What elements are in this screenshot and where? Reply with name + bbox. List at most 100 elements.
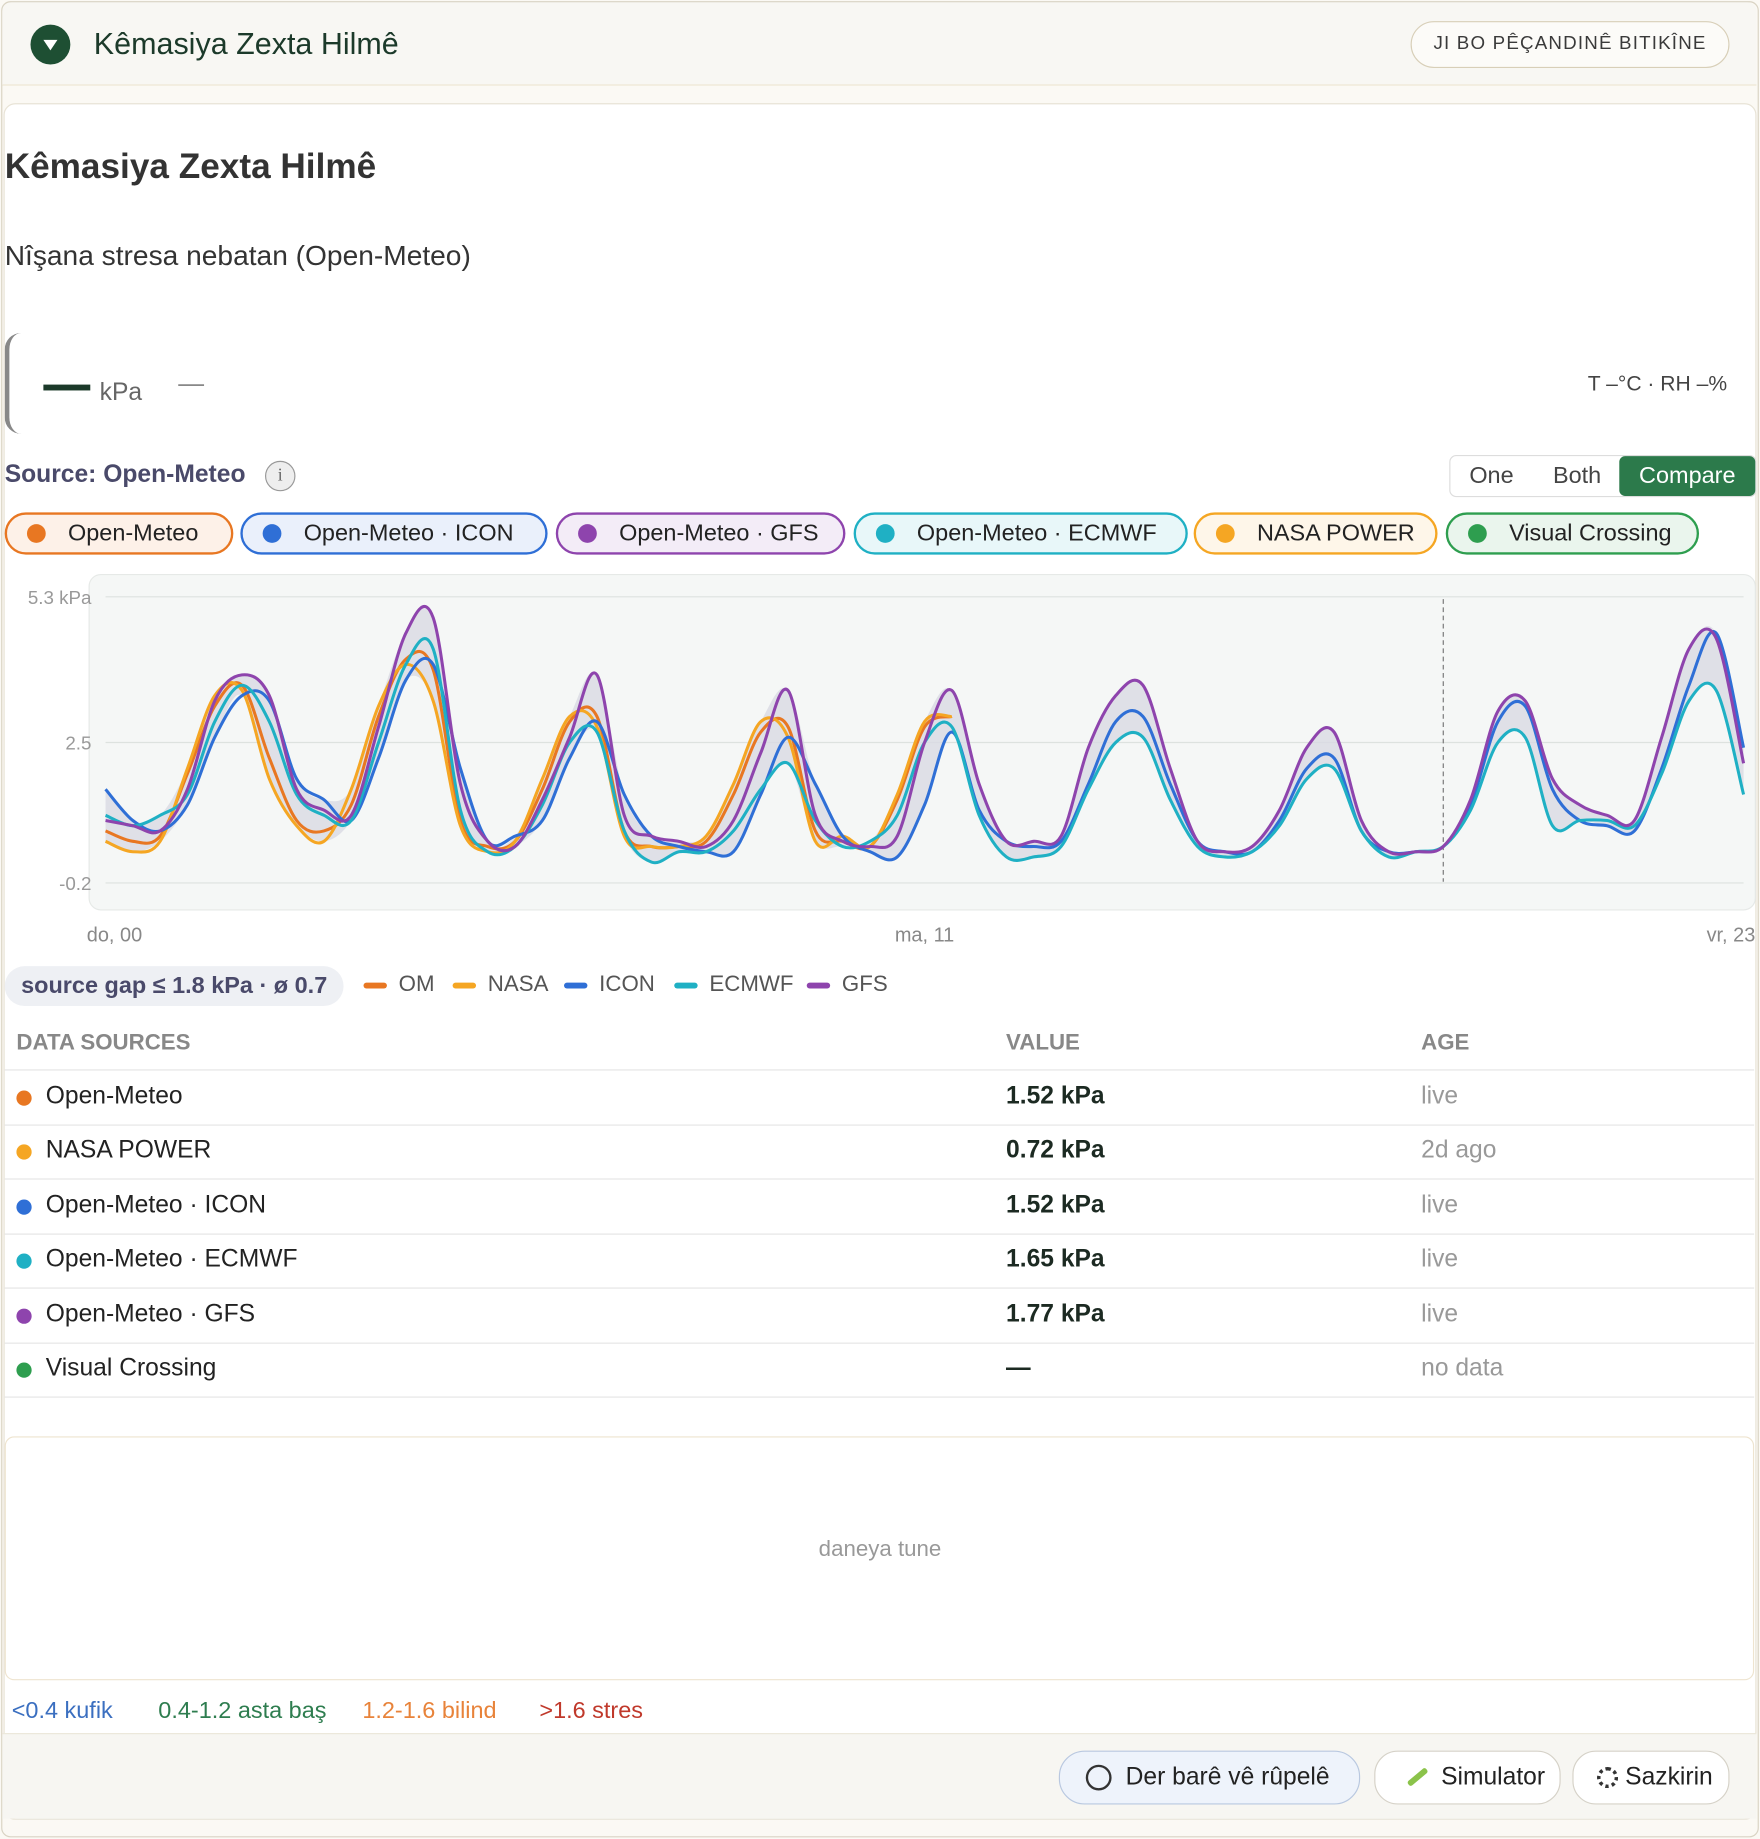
x-tick-label: do, 00 (87, 925, 142, 947)
legend-swatch (563, 982, 588, 989)
source-chip[interactable]: Open-Meteo · GFS (555, 512, 846, 555)
row-value: 1.77 kPa (1006, 1299, 1105, 1327)
mode-option[interactable]: Compare (1619, 456, 1756, 496)
mode-toggle: One Both Compare (1449, 454, 1757, 498)
source-chip[interactable]: Visual Crossing (1445, 512, 1700, 555)
x-tick-label: ma, 11 (895, 925, 954, 947)
source-chip[interactable]: Open-Meteo · ECMWF (853, 512, 1188, 555)
chip-dot (26, 524, 46, 543)
row-name: Open-Meteo · GFS (45, 1299, 256, 1327)
row-age: live (1421, 1191, 1459, 1219)
row-value: 1.52 kPa (1006, 1082, 1105, 1110)
footer-button-label: Simulator (1441, 1763, 1546, 1791)
row-age: 2d ago (1421, 1136, 1497, 1164)
row-dot (16, 1362, 32, 1378)
row-name: Open-Meteo (45, 1082, 183, 1110)
row-dot (16, 1308, 32, 1324)
row-value: — (1006, 1354, 1031, 1382)
table-header: DATA SOURCES (16, 1030, 191, 1056)
legend-label: NASA (487, 972, 549, 997)
chip-label: Open-Meteo · GFS (619, 520, 819, 547)
legend-label: GFS (841, 972, 888, 997)
table-divider (4, 1069, 1755, 1071)
table-divider (4, 1233, 1755, 1235)
scale-item: 1.2-1.6 bilind (362, 1697, 497, 1724)
row-name: Visual Crossing (45, 1354, 217, 1382)
empty-panel (4, 1436, 1755, 1681)
footer-button[interactable]: Sazkirin (1572, 1750, 1730, 1805)
table-divider (4, 1287, 1755, 1289)
chip-dot (1468, 524, 1487, 543)
scale-item: <0.4 kufik (11, 1697, 113, 1724)
chip-dot (578, 524, 597, 543)
pen-icon (1406, 1767, 1429, 1787)
table-header: VALUE (1006, 1030, 1080, 1056)
y-tick-label: 2.5 (65, 733, 91, 754)
legend-swatch (452, 982, 477, 989)
spread-band (105, 608, 1744, 863)
legend-swatch (806, 982, 831, 989)
series-line (104, 637, 1746, 865)
source-chip[interactable]: Open-Meteo (4, 512, 234, 555)
chip-label: Open-Meteo · ICON (303, 520, 514, 547)
legend-swatch (674, 982, 698, 989)
header-button[interactable]: JI BO PÊÇANDINÊ BITIKÎNE (1410, 21, 1730, 69)
row-dot (16, 1090, 32, 1106)
card-subtitle: Nîşana stresa nebatan (Open-Meteo) (4, 240, 471, 273)
row-dot (16, 1253, 32, 1269)
chip-label: Visual Crossing (1509, 520, 1672, 547)
legend-swatch (363, 982, 387, 989)
header-icon-arrow (43, 39, 58, 51)
reading-bracket (4, 333, 24, 434)
reading-weather: T –°C · RH –% (1587, 371, 1728, 396)
series-line (105, 604, 1746, 856)
source-label: Source: Open-Meteo (4, 460, 246, 488)
legend-label: OM (398, 972, 435, 997)
header-title: Kêmasiya Zexta Hilmê (93, 25, 399, 61)
info-icon[interactable]: i (264, 460, 296, 492)
row-dot (16, 1144, 32, 1161)
chip-label: NASA POWER (1256, 520, 1415, 547)
table-divider (4, 1124, 1755, 1126)
footer-button[interactable]: Simulator (1374, 1750, 1561, 1805)
chip-dot (875, 524, 895, 543)
x-tick-label: vr, 23 (1707, 925, 1756, 947)
chip-label: Open-Meteo · ECMWF (916, 520, 1157, 547)
header-icon (30, 24, 71, 65)
table-header: AGE (1421, 1030, 1470, 1056)
y-tick-label: -0.2 (59, 873, 91, 894)
card-title: Kêmasiya Zexta Hilmê (4, 147, 377, 187)
footer-button-label: Sazkirin (1625, 1763, 1713, 1791)
table-divider (4, 1396, 1755, 1398)
footer-button[interactable]: Der barê vê rûpelê (1058, 1750, 1361, 1805)
row-name: NASA POWER (45, 1136, 212, 1164)
legend-label: ICON (599, 972, 655, 997)
row-age: live (1421, 1245, 1459, 1273)
row-dot (16, 1199, 32, 1215)
row-value: 1.52 kPa (1006, 1191, 1105, 1219)
series-line (104, 630, 1746, 862)
chart: 5.3 kPa 2.5 -0.2 do, 00 ma, 11 vr, 23 (28, 573, 1756, 947)
row-name: Open-Meteo · ICON (45, 1191, 267, 1219)
row-value: 0.72 kPa (1006, 1136, 1105, 1164)
empty-label: daneya tune (818, 1537, 942, 1562)
reading-bar (43, 384, 91, 391)
source-chip[interactable]: NASA POWER (1193, 512, 1438, 555)
mode-option[interactable]: Both (1552, 463, 1602, 489)
gear-icon (1597, 1767, 1619, 1789)
table-divider (4, 1178, 1755, 1181)
row-age: live (1421, 1299, 1459, 1327)
table-divider (4, 1342, 1755, 1344)
reading-delta: — (178, 368, 205, 398)
source-chip[interactable]: Open-Meteo · ICON (240, 512, 548, 555)
chip-label: Open-Meteo (68, 520, 199, 547)
mode-option[interactable]: One (1469, 463, 1514, 489)
scale-item: >1.6 stres (539, 1697, 644, 1724)
reading-unit: kPa (99, 378, 143, 406)
row-name: Open-Meteo · ECMWF (45, 1245, 298, 1273)
footer-button-label: Der barê vê rûpelê (1125, 1763, 1330, 1791)
gap-summary: source gap ≤ 1.8 kPa · ø 0.7 (4, 966, 344, 1007)
chip-dot (1215, 524, 1235, 543)
